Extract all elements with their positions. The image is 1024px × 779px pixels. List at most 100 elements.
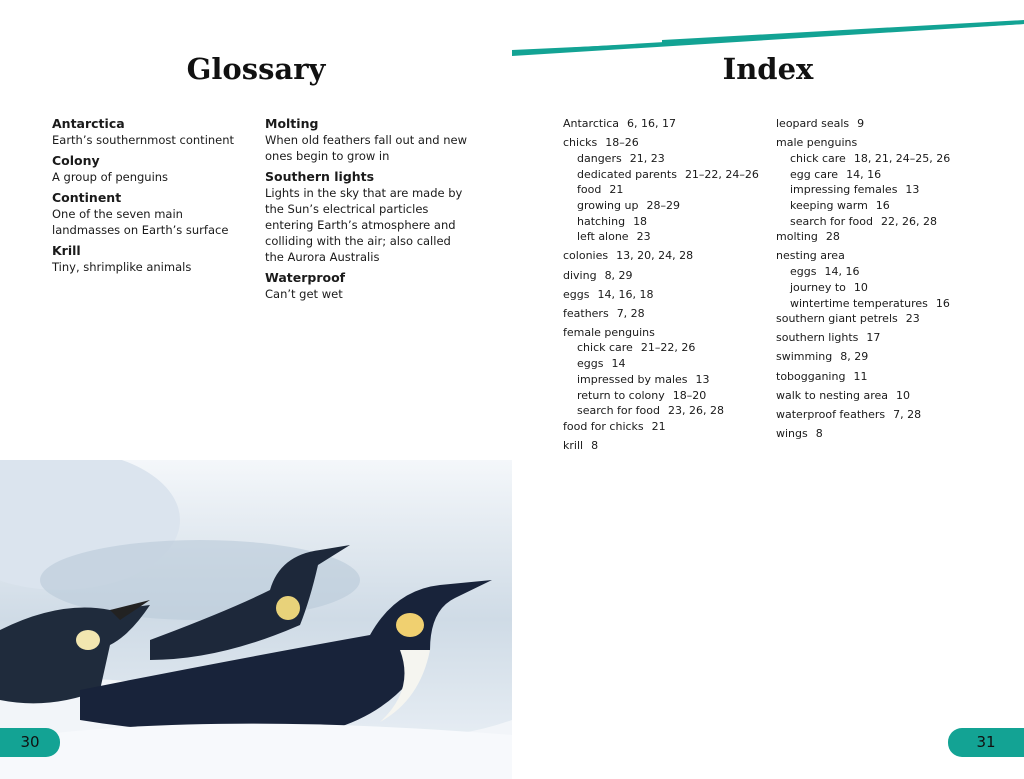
index-pages: 7, 28 — [616, 306, 645, 320]
glossary-term: Krill — [52, 243, 81, 258]
index-entry: male penguins chick care 18, 21, 24–25, 26… — [776, 135, 1006, 229]
index-entry: feathers 7, 28 — [563, 306, 768, 322]
index-pages: 6, 16, 17 — [627, 117, 677, 130]
index-term: male penguins — [776, 136, 858, 150]
index-subterm: left alone — [577, 230, 629, 244]
index-line: wings 8 — [776, 426, 1006, 442]
index-term: eggs — [563, 287, 590, 301]
index-subentry: left alone 23 — [563, 229, 768, 245]
index-pages: 7, 28 — [893, 407, 922, 421]
index-term: feathers — [563, 306, 609, 320]
index-pages: 14, 16 — [846, 167, 882, 181]
index-line: walk to nesting area 10 — [776, 388, 1006, 404]
index-pages: 13 — [695, 372, 710, 386]
index-subentry: eggs 14, 16 — [776, 264, 1006, 280]
index-subterm: growing up — [577, 198, 639, 212]
index-subentry: dangers 21, 23 — [563, 151, 768, 167]
glossary-term: Waterproof — [265, 270, 346, 285]
index-subterm: search for food — [790, 214, 873, 228]
index-line: chicks 18–26 — [563, 135, 768, 151]
index-pages: 17 — [866, 331, 881, 345]
index-pages: 28–29 — [646, 198, 680, 212]
index-subentry: impressed by males 13 — [563, 372, 768, 388]
index-subentry: food 21 — [563, 182, 768, 198]
index-subterm: chick care — [577, 341, 633, 355]
index-line: southern giant petrels 23 — [776, 311, 1006, 327]
index-pages: 8, 29 — [840, 350, 869, 364]
index-subterm: impressing females — [790, 183, 898, 197]
index-entry: eggs 14, 16, 18 — [563, 287, 768, 303]
index-term: female penguins — [563, 325, 655, 339]
index-entry: molting 28 — [776, 229, 1006, 245]
index-line: krill 8 — [563, 438, 768, 454]
right-page: Index Antarctica 6, 16, 17 chicks 18–26 dang… — [512, 0, 1024, 779]
index-subterm: eggs — [577, 357, 604, 371]
index-pages: 8 — [815, 426, 823, 440]
index-subterm: search for food — [577, 404, 660, 418]
index-subentry: return to colony 18–20 — [563, 388, 768, 404]
index-subterm: chick care — [790, 151, 846, 165]
glossary-definition: A group of penguins — [52, 170, 169, 184]
index-subterm: dangers — [577, 151, 622, 165]
index-pages: 23, 26, 28 — [667, 404, 724, 418]
index-term: southern giant petrels — [776, 312, 898, 326]
glossary-definition: Tiny, shrimplike animals — [52, 260, 192, 274]
index-pages: 14, 16, 18 — [597, 287, 654, 301]
index-line: colonies 13, 20, 24, 28 — [563, 248, 768, 264]
index-title: Index — [722, 52, 814, 86]
index-pages: 23 — [636, 230, 651, 244]
index-pages: 14, 16 — [824, 265, 860, 279]
index-column: leopard seals 9 male penguins chick care 18,… — [776, 116, 1006, 441]
index-entry: food for chicks 21 — [563, 419, 768, 435]
index-subentry: egg care 14, 16 — [776, 167, 1006, 183]
glossary-term: Molting — [265, 116, 319, 131]
index-entry: tobogganing 11 — [776, 369, 1006, 385]
penguins-photo — [0, 460, 512, 779]
index-line: tobogganing 11 — [776, 369, 1006, 385]
index-pages: 28 — [825, 230, 840, 244]
index-subterm: wintertime temperatures — [790, 296, 928, 310]
index-subterm: eggs — [790, 265, 817, 279]
index-subentry: hatching 18 — [563, 214, 768, 230]
index-entry: wings 8 — [776, 426, 1006, 442]
index-pages: 10 — [896, 388, 911, 402]
index-subterm: dedicated parents — [577, 167, 677, 181]
index-pages: 18–26 — [605, 136, 639, 150]
index-line: southern lights 17 — [776, 330, 1006, 346]
index-subentry: eggs 14 — [563, 356, 768, 372]
glossary-definition: Can’t get wet — [265, 287, 343, 301]
index-pages: 8 — [591, 439, 599, 453]
index-subentry: search for food 23, 26, 28 — [563, 403, 768, 419]
index-pages: 13 — [905, 183, 920, 197]
index-pages: 10 — [853, 280, 868, 294]
index-entry: female penguins chick care 21–22, 26 eggs 14… — [563, 325, 768, 419]
index-subentry: search for food 22, 26, 28 — [776, 214, 1006, 230]
index-pages: 8, 29 — [604, 268, 633, 282]
glossary-term: Colony — [52, 153, 100, 168]
index-pages: 18 — [633, 214, 648, 228]
index-entry: leopard seals 9 — [776, 116, 1006, 132]
index-subterm: impressed by males — [577, 372, 688, 386]
index-pages: 9 — [857, 117, 865, 130]
index-line: feathers 7, 28 — [563, 306, 768, 322]
index-line: Antarctica 6, 16, 17 — [563, 116, 768, 132]
index-term: wings — [776, 426, 808, 440]
index-subterm: hatching — [577, 214, 626, 228]
glossary-term: Continent — [52, 190, 122, 205]
index-pages: 22, 26, 28 — [880, 214, 937, 228]
glossary-term: Southern lights — [265, 169, 375, 184]
index-entry: southern lights 17 — [776, 330, 1006, 346]
index-entry: colonies 13, 20, 24, 28 — [563, 248, 768, 264]
glossary-term: Antarctica — [52, 116, 125, 131]
index-line: male penguins — [776, 135, 1006, 151]
index-entry: waterproof feathers 7, 28 — [776, 407, 1006, 423]
index-subentry: wintertime temperatures 16 — [776, 296, 1006, 312]
index-term: diving — [563, 268, 597, 282]
index-column: Antarctica 6, 16, 17 chicks 18–26 dangers 21,… — [563, 116, 768, 454]
index-entry: diving 8, 29 — [563, 268, 768, 284]
index-term: walk to nesting area — [776, 388, 889, 402]
glossary-column: Molting When old feathers fall out and ne… — [265, 116, 470, 302]
index-entry: krill 8 — [563, 438, 768, 454]
index-subentry: keeping warm 16 — [776, 198, 1006, 214]
left-page: Glossary Antarctica Earth’s southernmost … — [0, 52, 512, 779]
